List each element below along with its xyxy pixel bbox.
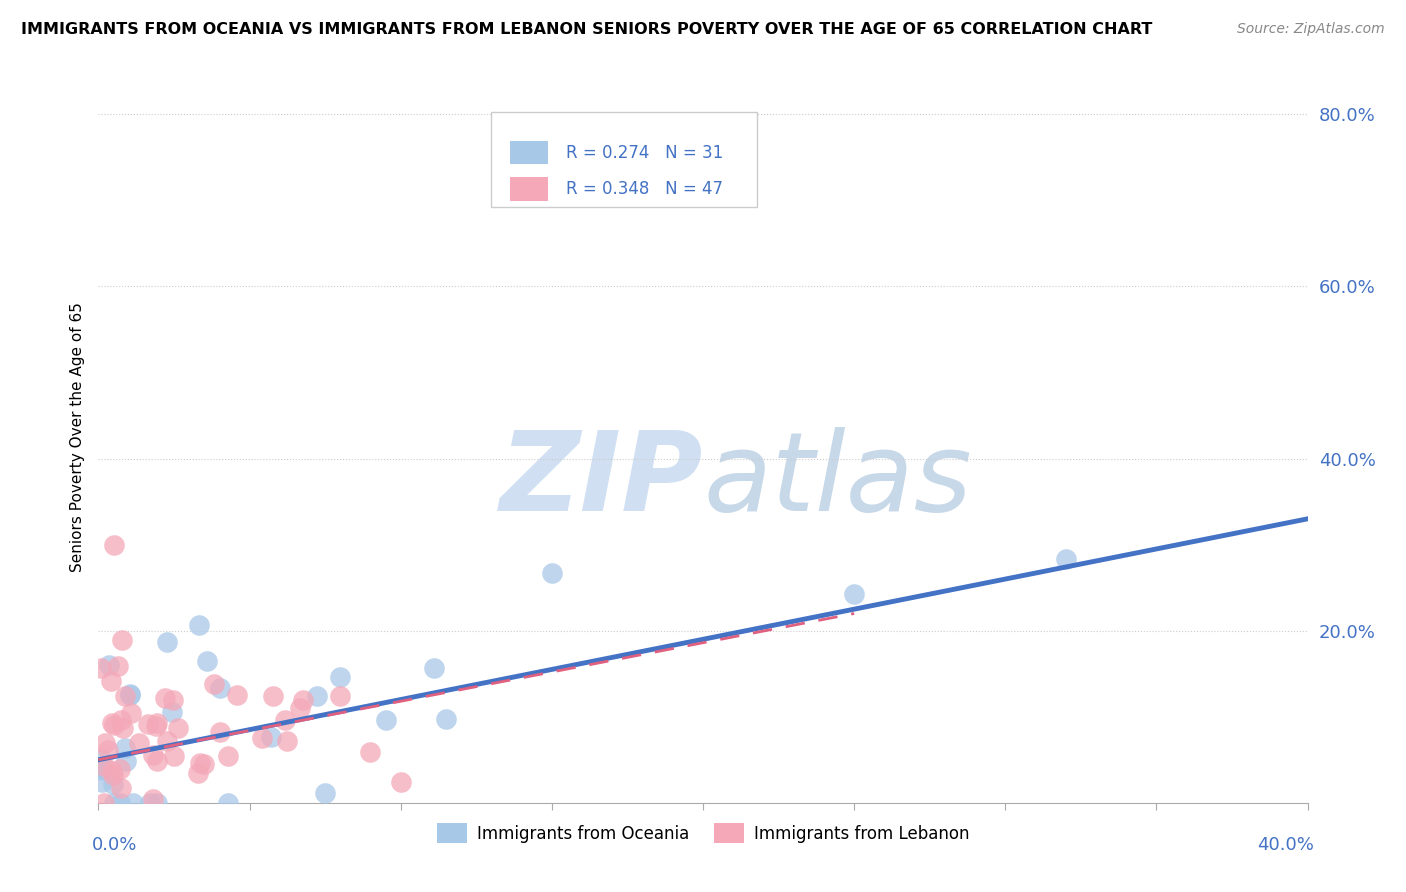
Text: 0.0%: 0.0%	[93, 836, 138, 854]
Point	[156, 734, 179, 748]
Point	[101, 776, 124, 790]
Text: 40.0%: 40.0%	[1257, 836, 1313, 854]
Point	[141, 747, 163, 762]
Point	[540, 566, 562, 580]
Point	[146, 754, 169, 768]
Point	[97, 743, 120, 757]
Point	[188, 618, 211, 632]
Point	[139, 796, 162, 810]
Point	[208, 681, 231, 695]
Point	[217, 749, 239, 764]
Point	[90, 752, 112, 766]
Point	[108, 796, 131, 810]
Point	[260, 730, 283, 744]
Point	[329, 670, 352, 684]
Point	[844, 587, 866, 601]
Point	[276, 734, 298, 748]
Point	[110, 713, 132, 727]
FancyBboxPatch shape	[509, 178, 548, 201]
Point	[226, 689, 249, 703]
Point	[197, 654, 219, 668]
Text: R = 0.348   N = 47: R = 0.348 N = 47	[567, 180, 723, 198]
Point	[101, 768, 124, 782]
Point	[110, 632, 132, 647]
FancyBboxPatch shape	[492, 112, 758, 207]
Point	[262, 689, 284, 703]
Point	[145, 796, 167, 810]
Text: Source: ZipAtlas.com: Source: ZipAtlas.com	[1237, 22, 1385, 37]
Point	[93, 796, 115, 810]
Point	[94, 735, 117, 749]
Point	[162, 705, 184, 719]
Point	[93, 759, 115, 773]
Point	[128, 735, 150, 749]
FancyBboxPatch shape	[509, 141, 548, 164]
Text: atlas: atlas	[703, 427, 972, 534]
Point	[166, 721, 188, 735]
Point	[307, 689, 329, 703]
Point	[103, 718, 125, 732]
Point	[292, 693, 315, 707]
Point	[103, 796, 125, 810]
Y-axis label: Seniors Poverty Over the Age of 65: Seniors Poverty Over the Age of 65	[70, 302, 86, 572]
Point	[389, 775, 412, 789]
Point	[202, 677, 225, 691]
Point	[118, 687, 141, 701]
Point	[100, 674, 122, 689]
Point	[110, 780, 132, 795]
Point	[114, 690, 136, 704]
Point	[101, 764, 124, 778]
Point	[314, 786, 336, 800]
Point	[208, 725, 231, 739]
Point	[1054, 552, 1077, 566]
Point	[136, 717, 159, 731]
Point	[273, 714, 295, 728]
Point	[162, 693, 184, 707]
Point	[90, 763, 112, 777]
Point	[156, 635, 179, 649]
Point	[290, 700, 312, 714]
Text: ZIP: ZIP	[499, 427, 703, 534]
Point	[118, 689, 141, 703]
Point	[187, 765, 209, 780]
Point	[422, 661, 444, 675]
Point	[90, 661, 112, 675]
Point	[360, 745, 382, 759]
Point	[142, 792, 165, 806]
Legend: Immigrants from Oceania, Immigrants from Lebanon: Immigrants from Oceania, Immigrants from…	[430, 817, 976, 849]
Point	[108, 762, 131, 776]
Point	[111, 721, 134, 735]
Point	[250, 731, 273, 745]
Point	[434, 713, 457, 727]
Point	[107, 659, 129, 673]
Point	[193, 756, 215, 771]
Point	[146, 716, 169, 731]
Point	[329, 690, 352, 704]
Point	[98, 658, 121, 673]
Point	[218, 796, 240, 810]
Point	[101, 715, 124, 730]
Point	[145, 719, 167, 733]
Text: R = 0.274   N = 31: R = 0.274 N = 31	[567, 144, 724, 161]
Point	[374, 714, 396, 728]
Point	[163, 748, 186, 763]
Point	[114, 741, 136, 756]
Point	[188, 756, 211, 770]
Point	[90, 775, 112, 789]
Point	[91, 762, 114, 776]
Text: IMMIGRANTS FROM OCEANIA VS IMMIGRANTS FROM LEBANON SENIORS POVERTY OVER THE AGE : IMMIGRANTS FROM OCEANIA VS IMMIGRANTS FR…	[21, 22, 1153, 37]
Point	[103, 538, 125, 552]
Point	[122, 796, 145, 810]
Point	[114, 755, 136, 769]
Point	[155, 690, 177, 705]
Point	[120, 706, 142, 720]
